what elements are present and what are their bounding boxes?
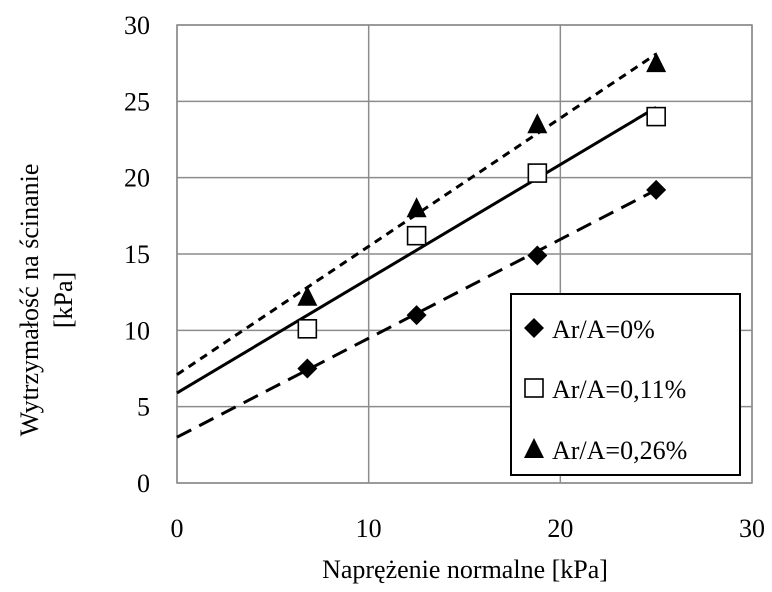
legend-label-series-2: Ar/A=0,11% — [552, 375, 686, 404]
data-point-series-2 — [297, 319, 318, 339]
trend-lines — [176, 52, 658, 439]
data-point-series-3 — [406, 197, 427, 218]
data-point-series-2 — [646, 106, 666, 127]
x-tick-label: 0 — [171, 514, 184, 543]
legend: Ar/A=0% Ar/A=0,11% Ar/A=0,26% — [510, 293, 741, 476]
data-point-series-2 — [406, 225, 427, 246]
trendline-series-1 — [176, 188, 657, 439]
legend-box — [510, 293, 741, 476]
data-point-series-3 — [646, 52, 667, 73]
legend-marker-series-3 — [524, 438, 544, 458]
y-axis-title: Wytrzymałość na ścinanie [kPa] — [15, 164, 78, 437]
data-point-series-3 — [527, 113, 548, 134]
y-tick-label: 20 — [124, 164, 150, 193]
y-axis-title-line-2: [kPa] — [49, 272, 78, 328]
data-point-series-1 — [527, 245, 548, 266]
x-tick-label: 10 — [356, 514, 382, 543]
plot-area-frame — [176, 24, 753, 484]
x-axis-title: Naprężenie normalne [kPa] — [322, 555, 608, 584]
legend-marker-series-2 — [524, 378, 544, 398]
y-tick-label: 15 — [124, 240, 150, 269]
x-tick-label: 30 — [739, 514, 765, 543]
x-axis-tick-labels: 0 10 20 30 — [171, 514, 766, 543]
legend-label-series-3: Ar/A=0,26% — [552, 436, 687, 465]
data-point-series-1 — [406, 305, 427, 326]
y-tick-label: 25 — [124, 87, 150, 116]
legend-label-series-1: Ar/A=0% — [552, 315, 655, 344]
y-tick-label: 5 — [137, 393, 150, 422]
x-tick-label: 20 — [547, 514, 573, 543]
y-tick-label: 30 — [124, 11, 150, 40]
y-tick-label: 0 — [137, 469, 150, 498]
y-tick-label: 10 — [124, 316, 150, 345]
trendline-series-3 — [176, 52, 658, 376]
data-point-series-3 — [297, 285, 318, 306]
data-point-series-2 — [527, 163, 548, 183]
trendline-series-2 — [176, 106, 657, 395]
data-markers — [297, 52, 667, 379]
y-axis-title-line-1: Wytrzymałość na ścinanie — [15, 164, 44, 437]
y-axis-tick-labels: 0 5 10 15 20 25 30 — [124, 11, 150, 498]
data-point-series-1 — [297, 358, 318, 379]
data-point-series-1 — [646, 179, 667, 200]
legend-marker-series-1 — [524, 318, 544, 338]
